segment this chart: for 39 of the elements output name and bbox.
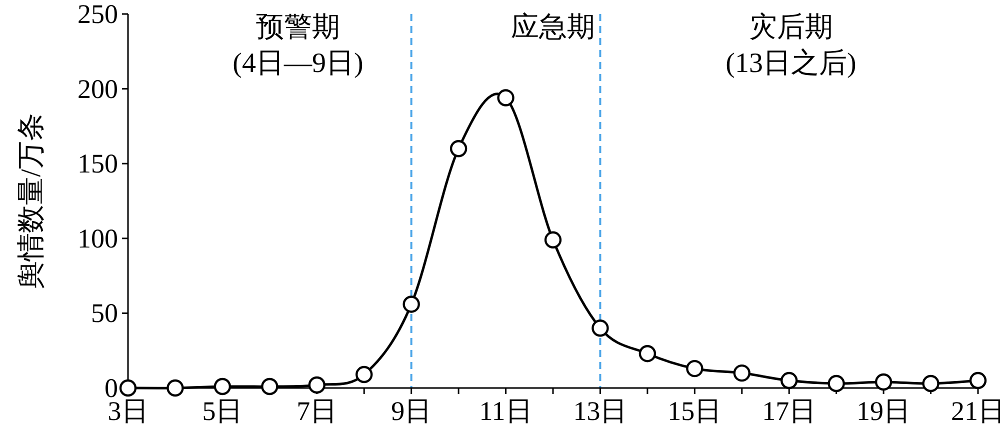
point: [166, 379, 184, 397]
y-tick-label: 50: [91, 298, 118, 328]
y-tick-label: 200: [78, 74, 118, 104]
point: [828, 374, 845, 392]
point: [780, 372, 798, 390]
point: [686, 360, 704, 378]
x-tick-label: 13日: [573, 396, 628, 426]
point: [592, 320, 609, 337]
annotation: (13日之后): [726, 48, 856, 79]
point: [544, 231, 562, 248]
annotation: (4日—9日): [232, 48, 364, 79]
x-tick-label: 11日: [479, 396, 532, 426]
x-tick-label: 21日: [951, 396, 1000, 426]
point: [402, 296, 420, 313]
point: [733, 364, 750, 382]
annotation: 灾后期: [749, 12, 833, 43]
y-tick-label: 250: [78, 0, 118, 29]
x-tick-label: 17日: [762, 396, 816, 426]
x-tick-label: 5日: [202, 396, 243, 426]
annotation: 预警期: [256, 12, 340, 43]
point: [638, 344, 656, 362]
x-tick-label: 19日: [856, 396, 911, 426]
point: [261, 378, 278, 396]
point: [922, 374, 940, 392]
x-tick-label: 7日: [296, 396, 338, 426]
point: [969, 372, 987, 390]
y-tick-label: 100: [78, 223, 118, 254]
annotation: 应急期: [511, 12, 595, 43]
x-tick-label: 9日: [391, 396, 432, 426]
y-tick-label: 150: [78, 148, 118, 179]
point: [450, 140, 468, 158]
point: [356, 366, 373, 384]
point: [497, 89, 514, 106]
point: [308, 376, 326, 394]
y-axis-title: 舆情数量/万条: [16, 113, 47, 289]
point: [119, 379, 137, 397]
point: [214, 378, 232, 396]
x-tick-label: 15日: [668, 396, 722, 426]
point: [874, 373, 892, 391]
